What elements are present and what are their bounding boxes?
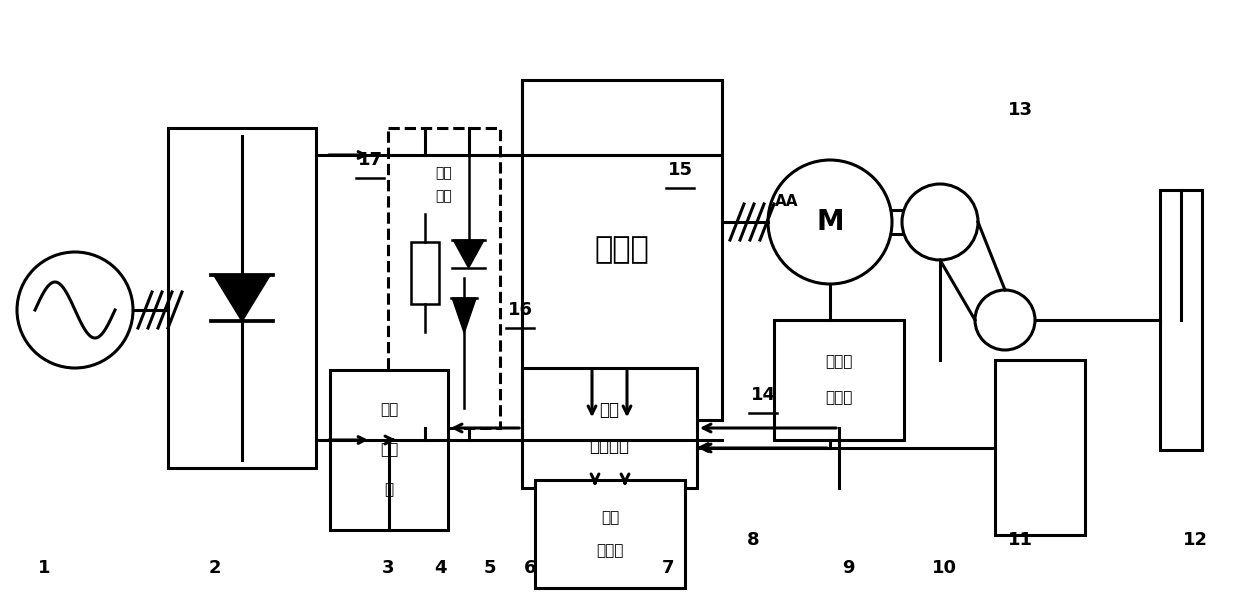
Circle shape <box>975 290 1035 350</box>
Text: 16: 16 <box>508 301 533 319</box>
Text: 17: 17 <box>358 151 383 169</box>
Text: 控制装置: 控制装置 <box>590 437 629 455</box>
Text: 14: 14 <box>751 386 776 404</box>
Text: 控制器: 控制器 <box>596 543 623 558</box>
Text: 1: 1 <box>37 559 51 577</box>
Circle shape <box>768 160 892 284</box>
Text: AA: AA <box>776 195 799 210</box>
Text: 7: 7 <box>662 559 674 577</box>
FancyBboxPatch shape <box>995 360 1085 535</box>
Text: 逆变器: 逆变器 <box>595 236 649 264</box>
Text: 器: 器 <box>384 483 394 498</box>
FancyBboxPatch shape <box>1160 190 1202 450</box>
Polygon shape <box>453 240 484 268</box>
Text: 速度检: 速度检 <box>825 355 852 370</box>
FancyBboxPatch shape <box>535 480 685 588</box>
FancyBboxPatch shape <box>169 128 316 468</box>
FancyBboxPatch shape <box>522 80 722 420</box>
Polygon shape <box>452 298 476 333</box>
Text: 控制: 控制 <box>380 442 398 457</box>
Text: 8: 8 <box>747 531 760 549</box>
Text: 测装置: 测装置 <box>825 391 852 406</box>
Text: 13: 13 <box>1007 101 1032 119</box>
Text: 5: 5 <box>483 559 497 577</box>
Text: 10: 10 <box>932 559 957 577</box>
Text: 上位: 上位 <box>601 510 620 525</box>
Circle shape <box>17 252 133 368</box>
Text: 斩波: 斩波 <box>436 166 452 180</box>
FancyBboxPatch shape <box>330 370 449 530</box>
FancyBboxPatch shape <box>774 320 904 440</box>
Text: 电路: 电路 <box>436 189 452 203</box>
Text: M: M <box>817 208 844 236</box>
Text: 4: 4 <box>434 559 446 577</box>
FancyBboxPatch shape <box>411 242 439 304</box>
Text: 电梯: 电梯 <box>600 401 620 419</box>
Text: 3: 3 <box>382 559 394 577</box>
Text: 12: 12 <box>1182 531 1208 549</box>
Text: 11: 11 <box>1007 531 1032 549</box>
Text: 能耗: 能耗 <box>380 403 398 418</box>
Circle shape <box>902 184 978 260</box>
Text: 9: 9 <box>841 559 854 577</box>
FancyBboxPatch shape <box>522 368 698 488</box>
Text: 15: 15 <box>668 161 693 179</box>
Text: 2: 2 <box>208 559 222 577</box>
Text: 6: 6 <box>524 559 536 577</box>
Polygon shape <box>213 275 270 322</box>
FancyBboxPatch shape <box>388 128 501 428</box>
